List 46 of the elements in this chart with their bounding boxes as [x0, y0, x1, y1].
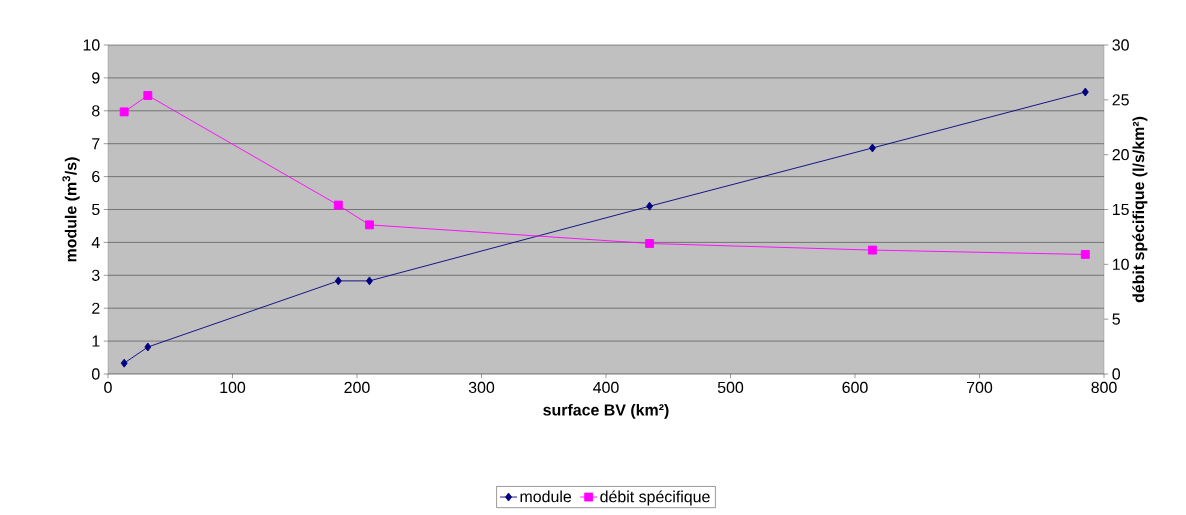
point	[366, 276, 373, 286]
x-tick-label: 300	[468, 381, 495, 394]
x-tick-label: 600	[842, 381, 868, 394]
point	[645, 239, 655, 248]
x-tick-label: 0	[104, 381, 112, 394]
y2-tick-label: 15	[1113, 203, 1129, 216]
x-tick-label: 500	[717, 381, 744, 394]
y2-tick-label: 5	[1112, 313, 1120, 325]
y-tick-label: 10	[83, 39, 100, 51]
y-tick-label: 6	[92, 170, 100, 183]
y2-tick-label: 10	[1113, 258, 1129, 270]
y2-tick-label: 0	[1112, 368, 1121, 380]
y-axis-title: module (m$^{3}$/s)	[62, 157, 80, 262]
y2-axis-title: débit spécifique (l/s/km²)	[1132, 116, 1148, 303]
point	[120, 358, 128, 368]
y-tick-label: 4	[91, 236, 100, 248]
x-tick-label: 400	[593, 381, 619, 394]
x-axis-title: surface BV (km²)	[543, 403, 669, 419]
y-tick-label: 0	[91, 368, 100, 380]
point	[1081, 87, 1089, 97]
x-tick-label: 700	[967, 381, 993, 394]
y-tick-label: 1	[92, 335, 100, 347]
y-tick-label: 8	[92, 105, 100, 117]
y-tick-label: 7	[92, 138, 100, 150]
point	[365, 220, 374, 230]
point	[868, 245, 877, 255]
x-tick-label: 100	[220, 381, 246, 394]
point	[1080, 250, 1090, 259]
y-tick-label: 2	[92, 302, 100, 314]
x-tick-label: 800	[1091, 381, 1117, 394]
legend-label: module	[520, 490, 572, 503]
point	[144, 342, 152, 352]
point	[334, 276, 342, 286]
point	[646, 201, 654, 211]
y2-tick-label: 20	[1112, 149, 1129, 161]
legend-label: débit spécifique	[600, 490, 710, 506]
y2-tick-label: 30	[1112, 39, 1129, 51]
y-tick-label: 3	[91, 269, 100, 281]
point	[869, 143, 876, 153]
x-tick-label: 200	[344, 381, 370, 394]
point	[333, 200, 343, 210]
y-tick-label: 9	[92, 72, 100, 84]
y-tick-label: 5	[92, 203, 100, 216]
point	[119, 107, 129, 117]
y2-tick-label: 25	[1112, 94, 1129, 106]
point	[143, 91, 153, 100]
